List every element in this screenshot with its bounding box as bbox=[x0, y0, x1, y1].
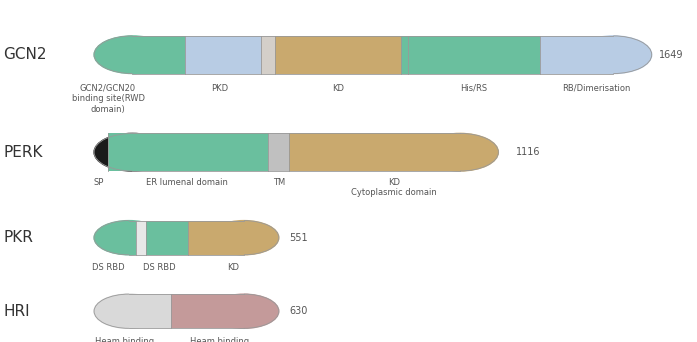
Bar bbox=[540, 36, 613, 74]
Circle shape bbox=[94, 294, 164, 328]
Text: DS RBD: DS RBD bbox=[143, 263, 175, 272]
Text: ER lumenal domain: ER lumenal domain bbox=[146, 178, 228, 187]
Text: KD: KD bbox=[332, 84, 344, 93]
Bar bbox=[289, 133, 460, 171]
Bar bbox=[129, 294, 171, 328]
Text: PKR: PKR bbox=[3, 230, 33, 245]
Circle shape bbox=[575, 36, 652, 74]
Text: TM: TM bbox=[273, 178, 285, 187]
Text: 630: 630 bbox=[289, 306, 307, 316]
Bar bbox=[185, 36, 261, 74]
Bar bbox=[188, 221, 244, 255]
Text: DS RBD: DS RBD bbox=[92, 263, 124, 272]
Bar bbox=[401, 36, 408, 74]
Text: 1649: 1649 bbox=[659, 50, 683, 60]
Circle shape bbox=[209, 221, 279, 255]
Circle shape bbox=[94, 133, 171, 171]
Text: GCN2: GCN2 bbox=[3, 47, 47, 62]
Text: GCN2/GCN20
binding site(RWD
domain): GCN2/GCN20 binding site(RWD domain) bbox=[72, 84, 144, 114]
Text: HRI: HRI bbox=[3, 304, 30, 319]
Bar bbox=[275, 36, 401, 74]
Bar bbox=[171, 294, 244, 328]
Bar bbox=[136, 221, 146, 255]
Text: KD: KD bbox=[227, 263, 240, 272]
Bar bbox=[129, 221, 136, 255]
Circle shape bbox=[94, 36, 171, 74]
Circle shape bbox=[422, 133, 498, 171]
Bar bbox=[408, 36, 540, 74]
Text: 1116: 1116 bbox=[516, 147, 540, 157]
Text: PKD: PKD bbox=[211, 84, 228, 93]
Bar bbox=[268, 133, 289, 171]
Bar bbox=[108, 133, 268, 171]
Text: Heam binding
site
KD: Heam binding site KD bbox=[190, 337, 249, 342]
Text: RB/Dimerisation: RB/Dimerisation bbox=[562, 84, 630, 93]
Bar bbox=[132, 36, 185, 74]
Bar bbox=[146, 221, 188, 255]
Text: SP: SP bbox=[94, 178, 104, 187]
Text: KD
Cytoplasmic domain: KD Cytoplasmic domain bbox=[351, 178, 437, 197]
Circle shape bbox=[209, 294, 279, 328]
Text: 551: 551 bbox=[289, 233, 308, 243]
Circle shape bbox=[94, 221, 164, 255]
Bar bbox=[261, 36, 275, 74]
Text: PERK: PERK bbox=[3, 145, 43, 160]
Text: His/RS: His/RS bbox=[461, 84, 487, 93]
Text: Heam binding
site: Heam binding site bbox=[95, 337, 153, 342]
